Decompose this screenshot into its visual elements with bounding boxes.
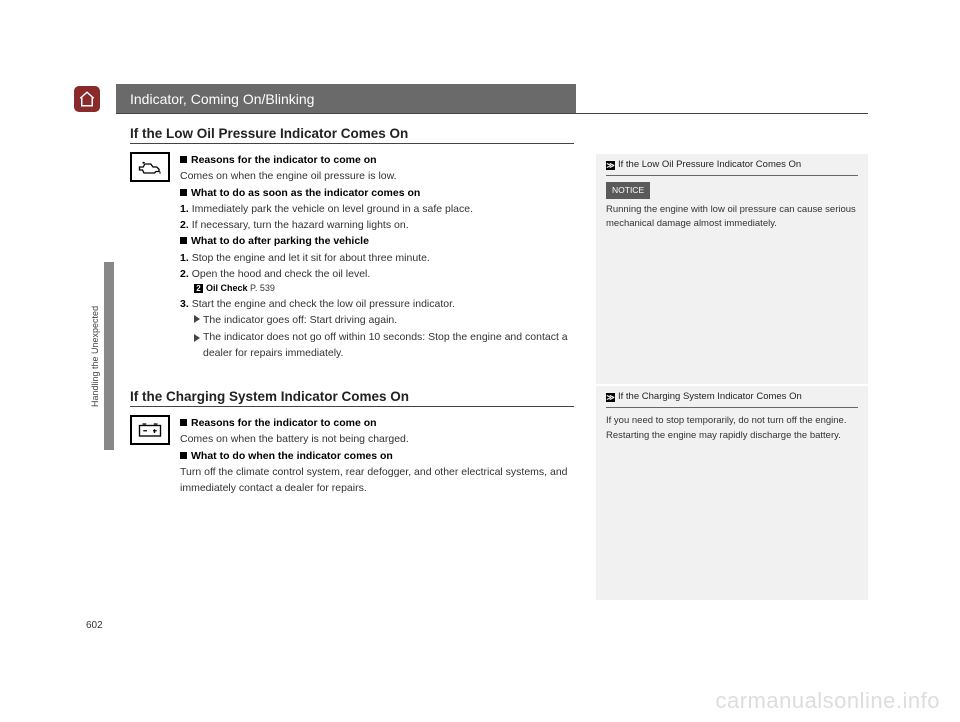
watermark: carmanualsonline.info (715, 688, 940, 714)
charge-h2: What to do when the indicator comes on (191, 450, 393, 462)
step-num: 2. (180, 268, 189, 280)
section-rule (130, 143, 574, 144)
sidebar-body: Running the engine with low oil pressure… (606, 203, 858, 232)
page-number: 602 (86, 620, 103, 631)
oil-pressure-icon (130, 152, 170, 182)
ref-label[interactable]: Oil Check (206, 283, 248, 293)
header-rule (116, 113, 868, 114)
bullet-icon (180, 452, 187, 459)
step-num: 1. (180, 203, 189, 215)
home-icon[interactable] (74, 86, 100, 112)
battery-icon (130, 415, 170, 445)
step-num: 3. (180, 298, 189, 310)
sidebar-header: ≫If the Low Oil Pressure Indicator Comes… (606, 154, 858, 176)
charge-section-title: If the Charging System Indicator Comes O… (130, 389, 574, 404)
main-content: If the Low Oil Pressure Indicator Comes … (130, 126, 574, 496)
sidebar-title: If the Charging System Indicator Comes O… (618, 391, 802, 402)
step-text: Open the hood and check the oil level. (192, 268, 371, 280)
oil-content: Reasons for the indicator to come on Com… (130, 152, 574, 361)
bullet-icon (180, 189, 187, 196)
xref-icon: ≫ (606, 393, 615, 402)
bullet-icon (180, 419, 187, 426)
sidebar-header: ≫If the Charging System Indicator Comes … (606, 386, 858, 408)
oil-sidebar: ≫If the Low Oil Pressure Indicator Comes… (596, 154, 868, 384)
oil-h1: Reasons for the indicator to come on (191, 154, 377, 166)
step-text: Stop the engine and let it sit for about… (192, 252, 430, 264)
charge-p2: Turn off the climate control system, rea… (180, 464, 574, 497)
sidebar-body: If you need to stop temporarily, do not … (606, 414, 858, 443)
step-text: If necessary, turn the hazard warning li… (192, 219, 409, 231)
arrow-icon (194, 334, 200, 342)
step-text: Immediately park the vehicle on level gr… (192, 203, 473, 215)
charge-body: Reasons for the indicator to come on Com… (180, 415, 574, 496)
charge-p1: Comes on when the battery is not being c… (180, 431, 574, 447)
xref-icon: 2 (194, 284, 203, 293)
charge-section: If the Charging System Indicator Comes O… (130, 389, 574, 496)
section-rule (130, 406, 574, 407)
arrow-icon (194, 315, 200, 323)
bullet-icon (180, 156, 187, 163)
bullet-icon (180, 237, 187, 244)
step-num: 1. (180, 252, 189, 264)
oil-h2: What to do as soon as the indicator come… (191, 187, 420, 199)
oil-h3: What to do after parking the vehicle (191, 235, 369, 247)
xref-icon: ≫ (606, 161, 615, 170)
charge-content: Reasons for the indicator to come on Com… (130, 415, 574, 496)
oil-body: Reasons for the indicator to come on Com… (180, 152, 574, 361)
chapter-title: Indicator, Coming On/Blinking (130, 91, 314, 107)
oil-section-title: If the Low Oil Pressure Indicator Comes … (130, 126, 574, 141)
ref-page: P. 539 (250, 283, 275, 293)
section-tab-label: Handling the Unexpected (90, 262, 100, 450)
chapter-title-bar: Indicator, Coming On/Blinking (116, 84, 576, 114)
bullet-text: The indicator goes off: Start driving ag… (203, 314, 397, 326)
oil-p1: Comes on when the engine oil pressure is… (180, 168, 574, 184)
sidebar-title: If the Low Oil Pressure Indicator Comes … (618, 159, 801, 170)
sidebar: ≫If the Low Oil Pressure Indicator Comes… (596, 154, 868, 600)
step-text: Start the engine and check the low oil p… (192, 298, 455, 310)
section-tab (104, 262, 114, 450)
bullet-text: The indicator does not go off within 10 … (203, 329, 574, 362)
step-num: 2. (180, 219, 189, 231)
notice-tag: NOTICE (606, 182, 650, 199)
charge-h1: Reasons for the indicator to come on (191, 417, 377, 429)
charge-sidebar: ≫If the Charging System Indicator Comes … (596, 386, 868, 600)
